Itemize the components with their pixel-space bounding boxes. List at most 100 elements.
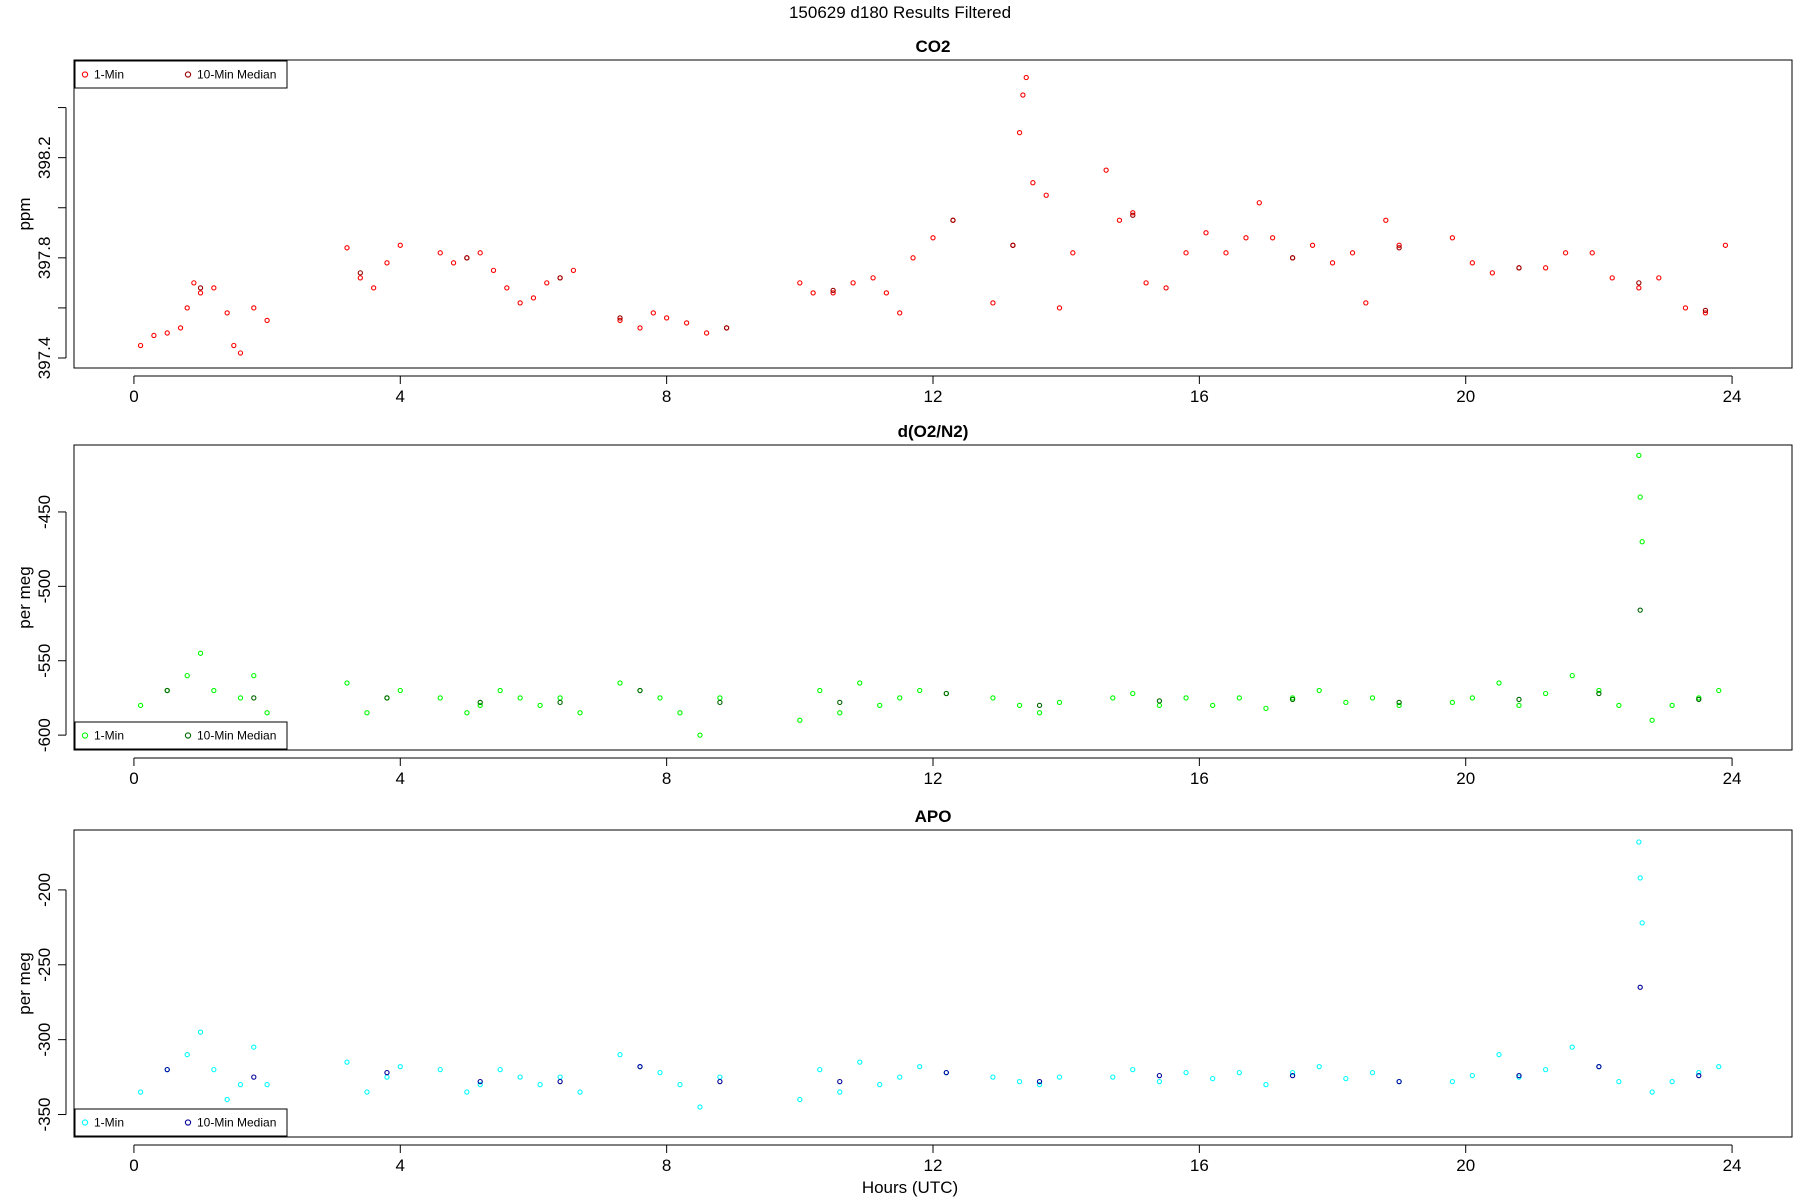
data-point <box>1016 702 1023 709</box>
data-point <box>637 325 643 331</box>
data-point <box>1256 200 1262 206</box>
data-point <box>557 1074 563 1080</box>
y-tick-label: 397.4 <box>35 337 54 380</box>
data-point <box>1236 695 1242 701</box>
data-point <box>910 255 916 261</box>
data-point <box>703 330 710 336</box>
data-point <box>1469 1072 1476 1079</box>
data-point <box>437 250 443 256</box>
data-point <box>517 1074 523 1080</box>
data-point <box>1223 250 1229 256</box>
data-point <box>1716 687 1722 694</box>
data-point <box>557 1078 563 1085</box>
data-point <box>384 1074 390 1080</box>
data-point <box>1130 212 1136 218</box>
data-point <box>877 1081 883 1088</box>
data-point <box>1369 695 1376 701</box>
data-point <box>1639 539 1645 545</box>
data-point <box>1156 1072 1163 1079</box>
data-point <box>1469 695 1476 701</box>
data-point <box>1449 1078 1456 1085</box>
data-point <box>1156 702 1163 709</box>
panel-1: d(O2/N2) per meg 0 4 8 12 16 20 24 -600 -550 -500 -4… <box>15 422 1793 788</box>
data-point <box>617 680 623 686</box>
data-point <box>1542 265 1549 271</box>
y-tick-label: -250 <box>35 948 54 982</box>
data-point <box>537 1081 543 1088</box>
y-tick-label: -350 <box>35 1098 54 1132</box>
x-tick-label: 16 <box>1190 1156 1209 1175</box>
data-point <box>397 242 403 248</box>
data-point <box>530 295 537 301</box>
legend-label: 10-Min Median <box>197 68 276 82</box>
figure-title: 150629 d180 Results Filtered <box>789 3 1011 22</box>
data-point <box>1343 699 1349 706</box>
data-point <box>1639 920 1645 926</box>
data-point <box>497 687 503 694</box>
data-point <box>1369 1069 1376 1076</box>
data-point <box>1449 699 1456 706</box>
data-point <box>677 1081 683 1088</box>
data-point <box>1496 1051 1502 1058</box>
data-point <box>224 1096 230 1103</box>
legend-marker <box>184 71 192 78</box>
data-point <box>1130 210 1136 216</box>
data-point <box>1669 1078 1675 1085</box>
data-point <box>1396 242 1402 248</box>
data-point <box>897 310 903 316</box>
data-point <box>1210 1075 1216 1082</box>
plot-frame <box>73 444 1793 751</box>
data-point <box>1682 305 1689 311</box>
data-point <box>1343 1075 1349 1082</box>
data-point <box>1289 696 1296 703</box>
data-point <box>1722 242 1729 248</box>
data-point <box>1289 1069 1296 1076</box>
series-0 <box>137 452 1722 738</box>
data-point <box>264 317 270 324</box>
data-point <box>1636 839 1642 845</box>
data-point <box>1596 1063 1602 1070</box>
data-point <box>617 317 623 324</box>
legend-box <box>74 721 288 750</box>
data-point <box>557 699 563 706</box>
data-point <box>617 1051 623 1058</box>
x-tick-label: 24 <box>1723 769 1742 788</box>
data-point <box>1489 270 1495 276</box>
data-point <box>650 310 656 316</box>
data-point <box>464 710 470 716</box>
data-point <box>164 687 170 694</box>
data-point <box>1036 702 1043 709</box>
data-point <box>697 1104 703 1110</box>
x-tick-label: 4 <box>396 1156 405 1175</box>
data-point <box>1636 452 1642 459</box>
data-point <box>883 290 890 296</box>
data-point <box>1702 310 1709 316</box>
y-tick-label: 397.8 <box>35 237 54 280</box>
data-point <box>344 680 350 686</box>
y-tick-label: -550 <box>35 644 54 678</box>
data-point <box>1516 696 1522 703</box>
data-point <box>1516 702 1522 709</box>
data-point <box>1569 1044 1575 1050</box>
data-point <box>1396 699 1402 706</box>
y-axis-label: per meg <box>15 566 34 628</box>
data-point <box>1210 702 1216 709</box>
data-point <box>1023 74 1029 81</box>
data-point <box>797 1096 803 1103</box>
data-point <box>1696 1072 1702 1079</box>
x-tick-label: 24 <box>1723 387 1742 406</box>
data-point <box>830 287 836 294</box>
data-point <box>384 695 390 701</box>
data-point <box>717 695 723 701</box>
data-point <box>1016 1078 1023 1085</box>
panel-title: d(O2/N2) <box>898 422 969 441</box>
data-point <box>344 1059 350 1065</box>
data-point <box>697 732 703 738</box>
data-point <box>1130 690 1136 697</box>
panel-title: CO2 <box>916 37 951 56</box>
data-point <box>1656 275 1662 281</box>
x-tick-label: 0 <box>129 769 138 788</box>
data-point <box>197 650 204 656</box>
data-point <box>1589 250 1595 256</box>
data-point <box>917 687 923 694</box>
